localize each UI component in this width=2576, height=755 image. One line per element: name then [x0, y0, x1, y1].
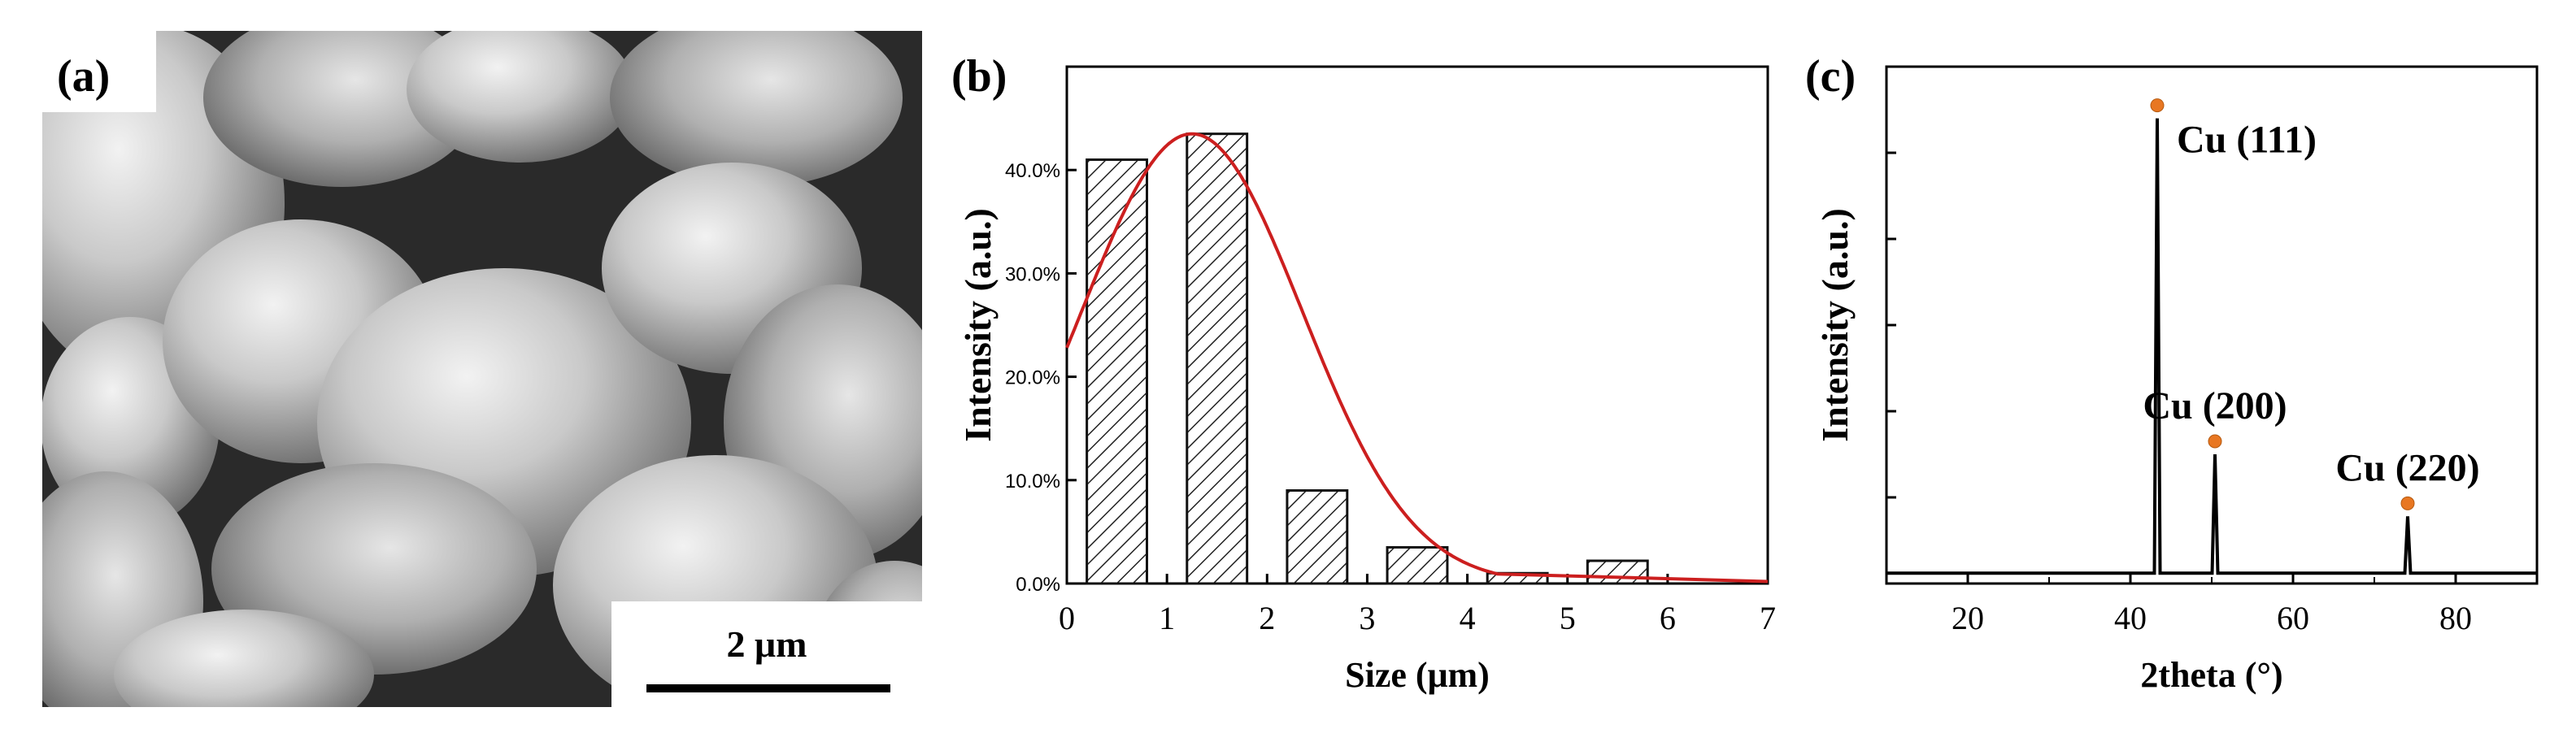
y-tick-label: 0.0%	[1016, 574, 1060, 596]
gaussian-fit-curve	[1065, 132, 1769, 584]
x-tick-label: 80	[2439, 600, 2472, 636]
y-axis-label: Intensity (a.u.)	[1814, 208, 1856, 442]
y-tick-label: 30.0%	[1005, 263, 1060, 285]
xrd-svg: (c) 20 40 60 80 Cu (111) Cu (200) Cu (220) 2t…	[1805, 51, 2539, 695]
peak-label-3: Cu (220)	[2335, 446, 2479, 489]
x-tick-label: 1	[1159, 600, 1175, 636]
x-tick-label: 6	[1660, 600, 1676, 636]
xrd-pattern-line	[1886, 118, 2538, 575]
x-axis-label: 2theta (°)	[2140, 655, 2282, 695]
peak-marker-3	[2400, 496, 2415, 510]
x-tick-label: 3	[1359, 600, 1375, 636]
x-tick-label: 5	[1560, 600, 1576, 636]
histogram-bar-6	[1586, 559, 1649, 585]
scale-bar	[646, 684, 890, 692]
sem-micrograph-icon: (a) 2 μm	[42, 31, 922, 707]
x-axis-label: Size (μm)	[1345, 655, 1490, 695]
x-tick-label: 4	[1460, 600, 1476, 636]
peak-label-2: Cu (200)	[2143, 384, 2287, 427]
peak-marker-2	[2208, 434, 2222, 449]
y-tick-label: 20.0%	[1005, 367, 1060, 389]
x-tick-label: 60	[2277, 600, 2309, 636]
size-distribution-chart: (b) 0.0% 10.0% 20.0% 30.0% 40.0% 0 1 2 3 4 5 6 7 Si…	[927, 0, 1805, 751]
xrd-chart: (c) 20 40 60 80 Cu (111) Cu (200) Cu (220) 2t…	[1789, 0, 2576, 751]
y-tick-label: 10.0%	[1005, 471, 1060, 492]
panel-c-label: (c)	[1805, 51, 1856, 102]
histogram-bar-2	[1186, 132, 1249, 585]
panel-a-label: (a)	[57, 51, 110, 102]
peak-label-1: Cu (111)	[2177, 119, 2317, 162]
peak-marker-1	[2150, 98, 2165, 113]
panel-a-label-box	[42, 31, 156, 112]
plot-frame	[1065, 65, 1769, 585]
x-tick-label: 7	[1760, 600, 1776, 636]
x-tick-label: 2	[1259, 600, 1275, 636]
y-axis-label: Intensity (a.u.)	[957, 208, 999, 442]
x-tick-label: 0	[1059, 600, 1075, 636]
y-tick-label: 40.0%	[1005, 160, 1060, 182]
histogram-bar-3	[1286, 489, 1349, 585]
histogram-svg: (b) 0.0% 10.0% 20.0% 30.0% 40.0% 0 1 2 3 4 5 6 7 Si…	[951, 51, 1776, 695]
x-tick-label: 20	[1952, 600, 1984, 636]
histogram-bar-4	[1386, 545, 1449, 585]
x-tick-label: 40	[2114, 600, 2147, 636]
scale-bar-label: 2 μm	[727, 623, 807, 665]
sem-panel: (a) 2 μm	[0, 0, 927, 751]
panel-b-label: (b)	[951, 51, 1007, 102]
